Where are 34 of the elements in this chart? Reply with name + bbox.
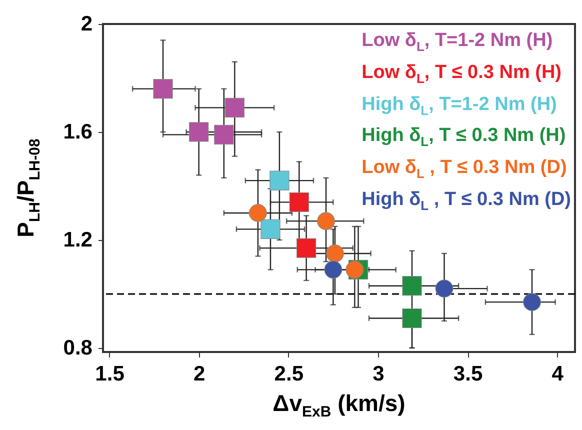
text: High δ$_{L}$, T=1-2 Nm (H)	[362, 92, 558, 120]
x-tick-label: 1.5	[95, 362, 125, 386]
point	[248, 204, 267, 222]
point	[346, 260, 364, 279]
x-tick-label: 4	[552, 362, 564, 386]
text: High δ$_{L}$, T ≤ 0.3 Nm (H)	[362, 124, 567, 152]
point	[153, 78, 173, 99]
point	[214, 124, 234, 144]
point	[270, 170, 290, 190]
x-tick-label: 3	[372, 362, 384, 386]
text: High δ$_{L}$ , T ≤ 0.3 Nm (D)	[362, 188, 571, 215]
point	[224, 98, 244, 118]
point	[435, 280, 454, 298]
point	[289, 192, 309, 212]
point	[523, 293, 541, 311]
point	[260, 219, 280, 239]
point	[326, 244, 344, 262]
text: Low δ$_{L}$, T ≤ 0.3 Nm (H)	[362, 60, 563, 88]
x-tick-label: 3.5	[453, 362, 483, 386]
y-tick-label: 0.8	[63, 336, 93, 360]
point	[317, 212, 335, 230]
point	[189, 122, 209, 142]
text: Low δ$_{L}$, T=1-2 Nm (H)	[362, 29, 554, 56]
point	[324, 260, 342, 279]
x-tick-label: 2.5	[274, 362, 304, 386]
text: Low δ$_{L}$ , T ≤ 0.3 Nm (D)	[362, 156, 568, 183]
y-tick-label: 1.2	[63, 228, 92, 252]
point	[296, 238, 316, 258]
y-tick-label: 1.6	[63, 120, 92, 144]
x-tick-label: 2	[193, 362, 206, 386]
point	[402, 276, 422, 296]
y-tick-label: 2	[80, 12, 92, 36]
point	[402, 308, 422, 328]
x-axis-title: Δv$_{ExB}$ (km/s)	[272, 390, 406, 421]
